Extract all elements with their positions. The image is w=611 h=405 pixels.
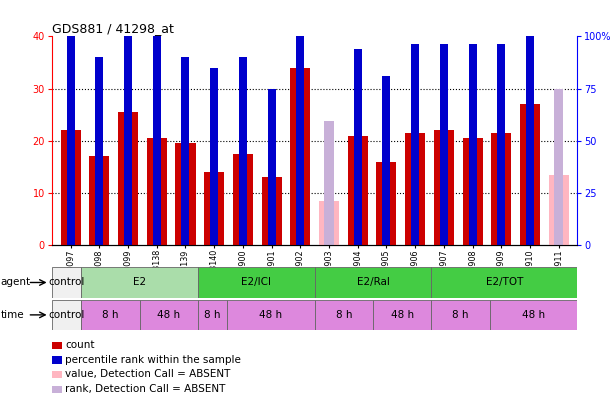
Text: 48 h: 48 h: [157, 310, 180, 320]
Bar: [469, 44, 477, 245]
Bar: [198, 267, 315, 298]
Text: 48 h: 48 h: [522, 310, 545, 320]
Bar: [181, 58, 189, 245]
Text: E2/ICI: E2/ICI: [241, 277, 271, 288]
Bar: [440, 44, 448, 245]
Text: 8 h: 8 h: [452, 310, 469, 320]
Text: control: control: [48, 277, 85, 288]
Bar: [81, 300, 139, 330]
Text: count: count: [65, 340, 95, 350]
Bar: [315, 300, 373, 330]
Text: 8 h: 8 h: [102, 310, 119, 320]
Bar: [139, 300, 198, 330]
Bar: [431, 267, 577, 298]
Text: 48 h: 48 h: [259, 310, 282, 320]
Text: E2: E2: [133, 277, 146, 288]
Bar: [89, 156, 109, 245]
Bar: [549, 175, 569, 245]
Bar: [124, 36, 132, 245]
Bar: [382, 76, 390, 245]
Bar: [434, 130, 454, 245]
Bar: [520, 104, 540, 245]
Text: control: control: [48, 310, 85, 320]
Bar: [315, 267, 431, 298]
Bar: [227, 300, 315, 330]
Bar: [376, 162, 397, 245]
Bar: [153, 36, 161, 245]
Bar: [411, 44, 419, 245]
Bar: [52, 267, 81, 298]
Bar: [262, 177, 282, 245]
Text: value, Detection Call = ABSENT: value, Detection Call = ABSENT: [65, 369, 231, 379]
Bar: [290, 68, 310, 245]
Bar: [463, 138, 483, 245]
Bar: [405, 133, 425, 245]
Bar: [373, 300, 431, 330]
Bar: [95, 58, 103, 245]
Bar: [81, 267, 198, 298]
Bar: [319, 201, 339, 245]
Bar: [431, 300, 490, 330]
Bar: [60, 130, 81, 245]
Bar: [491, 133, 511, 245]
Bar: [233, 154, 253, 245]
Text: percentile rank within the sample: percentile rank within the sample: [65, 355, 241, 364]
Text: E2/Ral: E2/Ral: [357, 277, 389, 288]
Bar: [296, 5, 304, 245]
Bar: [204, 172, 224, 245]
Bar: [67, 36, 75, 245]
Text: GDS881 / 41298_at: GDS881 / 41298_at: [52, 22, 174, 35]
Bar: [268, 89, 276, 245]
Bar: [175, 143, 196, 245]
Text: E2/TOT: E2/TOT: [486, 277, 523, 288]
Bar: [52, 300, 81, 330]
Text: agent: agent: [1, 277, 31, 288]
Bar: [348, 136, 368, 245]
Bar: [118, 112, 138, 245]
Bar: [210, 68, 218, 245]
Bar: [554, 89, 563, 245]
Text: 8 h: 8 h: [204, 310, 221, 320]
Text: time: time: [1, 310, 24, 320]
Bar: [239, 58, 247, 245]
Bar: [198, 300, 227, 330]
Bar: [354, 49, 362, 245]
Bar: [490, 300, 577, 330]
Bar: [324, 121, 334, 245]
Text: 8 h: 8 h: [335, 310, 352, 320]
Bar: [526, 31, 534, 245]
Bar: [497, 44, 505, 245]
Text: rank, Detection Call = ABSENT: rank, Detection Call = ABSENT: [65, 384, 225, 394]
Text: 48 h: 48 h: [390, 310, 414, 320]
Bar: [147, 138, 167, 245]
